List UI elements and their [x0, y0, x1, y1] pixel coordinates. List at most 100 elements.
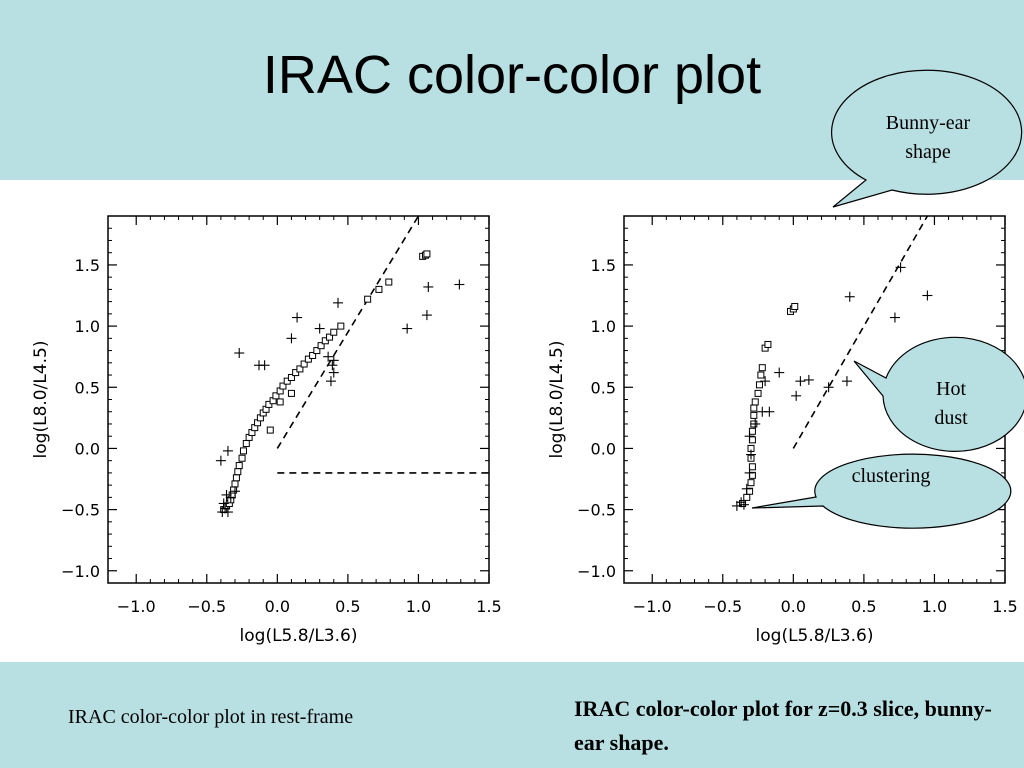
plus-point [823, 382, 834, 393]
plus-point [744, 431, 755, 442]
square-point [304, 355, 312, 363]
x-tick-label: −0.5 [187, 597, 226, 616]
square-point [266, 426, 274, 434]
bunny-bubble [831, 69, 1023, 208]
square-point [751, 398, 759, 406]
x-tick-label: 0.0 [781, 597, 806, 616]
plus-point [750, 418, 761, 429]
square-point [239, 447, 247, 455]
square-point [743, 493, 751, 501]
square-point [755, 381, 763, 389]
y-tick-label: 0.0 [75, 439, 100, 458]
slide-title: IRAC color-color plot [262, 45, 762, 105]
x-tick-label: 1.0 [922, 597, 947, 616]
plus-point [760, 376, 771, 387]
square-point [326, 333, 334, 341]
y-axis-label: log(L8.0/L4.5) [547, 341, 567, 459]
caption-left: IRAC color-color plot in rest-frame [68, 706, 354, 728]
x-axis-label: log(L5.8/L3.6) [240, 626, 358, 646]
plus-point [791, 390, 802, 401]
y-tick-label: 1.5 [591, 256, 616, 275]
square-point [747, 479, 755, 487]
hot-dust-bubble-text: Hot dust [934, 378, 968, 429]
x-tick-label: 1.5 [992, 597, 1017, 616]
y-tick-label: 1.0 [75, 317, 100, 336]
x-tick-label: 1.5 [476, 597, 501, 616]
y-tick-label: 0.5 [75, 378, 100, 397]
x-tick-label: 0.5 [335, 597, 360, 616]
y-tick-label: −1.0 [61, 562, 100, 581]
x-tick-label: 0.0 [265, 597, 290, 616]
square-point [231, 480, 239, 488]
plot-frame [107, 215, 490, 584]
plus-point [764, 406, 775, 417]
plus-point [889, 312, 900, 323]
y-axis-label: log(L8.0/L4.5) [31, 341, 51, 459]
square-point [272, 392, 280, 400]
x-axis-label: log(L5.8/L3.6) [756, 626, 874, 646]
square-point [265, 400, 273, 408]
square-point [238, 454, 246, 462]
plus-point [234, 348, 245, 359]
square-point [276, 398, 284, 406]
plus-point [230, 486, 240, 497]
plus-point [922, 290, 933, 301]
square-point [296, 365, 304, 373]
clustering-bubble-text: clustering [851, 465, 931, 487]
plus-point [222, 507, 233, 518]
square-point [283, 377, 291, 385]
plus-point [421, 310, 432, 321]
square-point [330, 328, 338, 336]
plus-point [423, 281, 434, 292]
x-tick-label: 0.5 [851, 597, 876, 616]
plus-point [741, 483, 752, 494]
square-point [317, 342, 325, 350]
square-point [292, 369, 300, 377]
dashed-reference-line [792, 215, 929, 449]
square-point [791, 303, 799, 311]
square-point [750, 411, 758, 419]
square-point [234, 468, 242, 476]
y-tick-label: 0.5 [591, 378, 616, 397]
square-point [235, 462, 243, 470]
plus-point [253, 360, 264, 371]
y-tick-label: −0.5 [61, 501, 100, 520]
clustering-bubble [751, 453, 1012, 529]
plus-point [314, 323, 325, 334]
plus-point [323, 351, 334, 362]
plus-point [844, 291, 855, 302]
dashed-reference-line [276, 215, 420, 449]
square-point [423, 250, 431, 258]
plus-point [333, 297, 344, 308]
plus-point [221, 489, 232, 500]
hot-dust-bubble [853, 336, 1024, 452]
square-point [364, 295, 372, 303]
plus-point [328, 355, 339, 366]
square-point [758, 364, 766, 372]
bunny-bubble-text: Bunny-ear shape [885, 112, 971, 163]
square-point [385, 278, 393, 286]
plus-point [895, 262, 906, 273]
plus-point [803, 374, 814, 385]
y-tick-label: 1.5 [75, 256, 100, 275]
square-point [739, 499, 747, 507]
caption-right: IRAC color-color plot for z=0.3 slice, b… [574, 696, 992, 755]
plus-point [215, 455, 226, 466]
plus-point [774, 367, 785, 378]
x-tick-label: −0.5 [703, 597, 742, 616]
square-point [748, 463, 756, 471]
caption-band [0, 662, 1024, 768]
plus-point [218, 498, 229, 509]
square-point [748, 436, 756, 444]
square-point [764, 340, 772, 348]
square-point [230, 486, 238, 494]
plus-point [744, 467, 755, 478]
plus-point [327, 360, 338, 371]
square-point [313, 347, 321, 355]
y-tick-label: 1.0 [591, 317, 616, 336]
plus-point [286, 333, 297, 344]
plus-point [328, 367, 339, 378]
plus-point [841, 376, 852, 387]
square-point [754, 389, 762, 397]
